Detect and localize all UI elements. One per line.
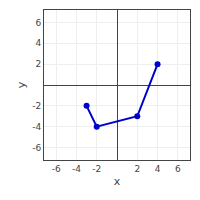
svg-text:-6: -6 xyxy=(52,164,61,174)
svg-text:-2: -2 xyxy=(92,164,101,174)
svg-text:-6: -6 xyxy=(32,143,41,153)
svg-text:6: 6 xyxy=(35,18,41,28)
svg-text:-4: -4 xyxy=(72,164,81,174)
svg-text:x: x xyxy=(114,175,121,188)
svg-text:4: 4 xyxy=(155,164,161,174)
svg-text:-2: -2 xyxy=(32,101,41,111)
svg-text:2: 2 xyxy=(35,59,41,69)
svg-text:6: 6 xyxy=(175,164,181,174)
svg-text:-4: -4 xyxy=(32,122,41,132)
svg-text:2: 2 xyxy=(134,164,140,174)
svg-text:4: 4 xyxy=(35,38,41,48)
svg-text:y: y xyxy=(15,81,28,88)
